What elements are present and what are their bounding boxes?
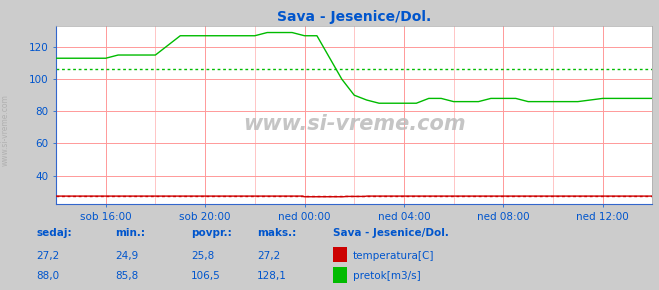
Text: 88,0: 88,0 [36,271,59,281]
Text: 25,8: 25,8 [191,251,214,261]
Text: Sava - Jesenice/Dol.: Sava - Jesenice/Dol. [333,228,449,238]
Text: 128,1: 128,1 [257,271,287,281]
Text: 24,9: 24,9 [115,251,138,261]
Title: Sava - Jesenice/Dol.: Sava - Jesenice/Dol. [277,10,432,23]
Text: sedaj:: sedaj: [36,228,72,238]
Text: 85,8: 85,8 [115,271,138,281]
Text: www.si-vreme.com: www.si-vreme.com [243,114,465,134]
Text: 27,2: 27,2 [36,251,59,261]
Text: maks.:: maks.: [257,228,297,238]
Text: min.:: min.: [115,228,146,238]
Text: pretok[m3/s]: pretok[m3/s] [353,271,420,281]
Text: 27,2: 27,2 [257,251,280,261]
Text: www.si-vreme.com: www.si-vreme.com [1,95,10,166]
Text: 106,5: 106,5 [191,271,221,281]
Text: temperatura[C]: temperatura[C] [353,251,434,261]
Text: povpr.:: povpr.: [191,228,232,238]
